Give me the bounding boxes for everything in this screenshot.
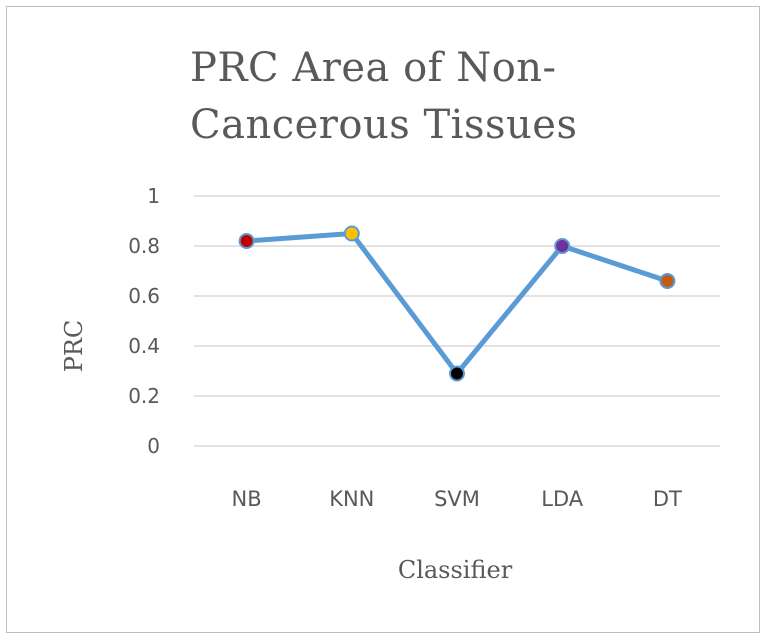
x-tick-label: SVM <box>434 487 480 511</box>
y-tick-label: 0.4 <box>128 334 160 358</box>
data-markers <box>238 225 676 382</box>
x-tick-label: LDA <box>541 487 584 511</box>
chart-title-line-2: Cancerous Tissues <box>190 102 578 148</box>
x-tick-label: DT <box>653 487 682 511</box>
chart-title-line-1: PRC Area of Non- <box>190 45 557 91</box>
series-line <box>244 231 670 376</box>
chart-title: PRC Area of Non- Cancerous Tissues <box>190 40 710 154</box>
y-tick-label: 0 <box>147 434 160 458</box>
chart-frame <box>6 6 760 633</box>
gridlines <box>194 195 720 447</box>
data-point-lda <box>554 238 571 254</box>
y-tick-label: 0.8 <box>128 234 160 258</box>
y-axis-label: PRC <box>60 320 88 373</box>
y-axis-ticks: 0 0.2 0.4 0.6 0.8 1 <box>128 184 160 458</box>
x-tick-label: NB <box>232 487 262 511</box>
y-tick-label: 0.2 <box>128 384 160 408</box>
x-tick-label: KNN <box>329 487 374 511</box>
y-tick-label: 1 <box>147 184 160 208</box>
y-tick-label: 0.6 <box>128 284 160 308</box>
data-point-dt <box>659 273 676 289</box>
data-point-knn <box>343 225 360 242</box>
data-point-nb <box>238 233 255 249</box>
x-axis-label: Classifier <box>398 556 513 584</box>
x-axis-ticks: NB KNN SVM LDA DT <box>232 487 683 511</box>
data-point-svm <box>449 365 465 382</box>
